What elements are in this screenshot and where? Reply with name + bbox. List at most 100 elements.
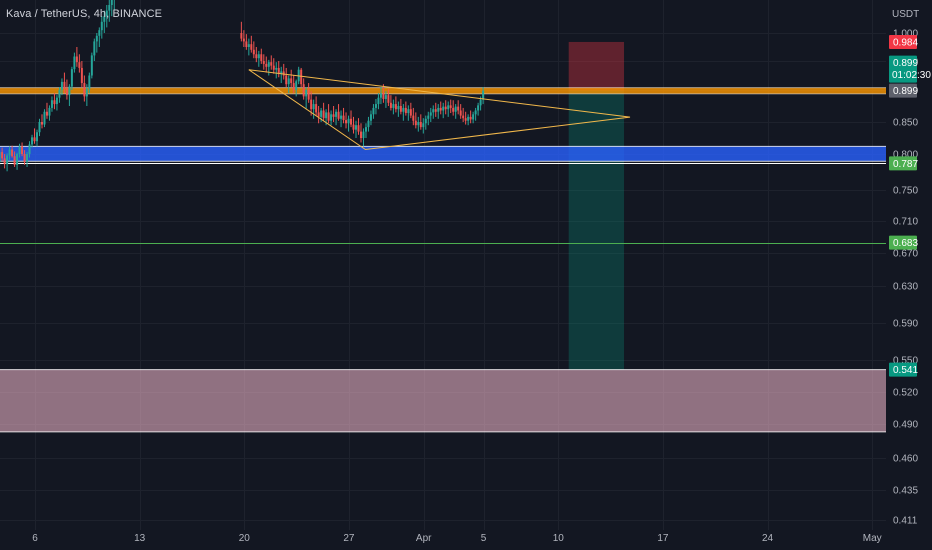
candle <box>90 52 93 79</box>
candle <box>275 62 278 79</box>
candle <box>412 107 415 126</box>
candle <box>374 98 377 115</box>
candle-body <box>108 5 111 11</box>
candle-body <box>330 114 333 121</box>
candle <box>379 87 382 105</box>
candle <box>469 110 472 124</box>
candle <box>317 106 320 124</box>
triangle-pattern <box>248 69 631 151</box>
y-tick-label: 0.550 <box>893 356 918 367</box>
price-tag: 0.787 <box>889 156 918 171</box>
candle <box>290 69 293 88</box>
candle-body <box>21 146 24 154</box>
price-tag-box <box>889 235 917 250</box>
candle <box>397 101 400 117</box>
candle <box>292 75 295 94</box>
price-tag-label: 0.899 <box>893 58 918 69</box>
candle <box>350 110 353 128</box>
candle <box>434 102 437 117</box>
candle <box>394 96 397 113</box>
candle <box>240 21 243 42</box>
candle <box>95 33 98 53</box>
candle <box>83 75 86 102</box>
candle <box>45 102 48 119</box>
candle <box>0 150 1 166</box>
candle-body <box>345 120 348 124</box>
candle-body <box>369 114 372 121</box>
x-tick-label: 6 <box>32 533 38 544</box>
candle-body <box>377 97 380 105</box>
candle-body <box>472 114 475 120</box>
candle-body <box>474 110 477 115</box>
candle <box>40 114 43 129</box>
candle <box>352 116 355 134</box>
candle-body <box>285 75 288 85</box>
candle <box>337 104 340 121</box>
candle <box>389 95 392 111</box>
candle <box>23 150 26 165</box>
candle <box>282 63 285 80</box>
candle <box>449 99 452 114</box>
candle-body <box>412 115 415 121</box>
price-tag: 0.899 <box>889 83 918 98</box>
candle <box>38 118 41 137</box>
candle-body <box>325 112 328 119</box>
candle <box>270 55 273 70</box>
candle <box>302 78 305 100</box>
candle-body <box>40 122 43 125</box>
candle-body <box>247 44 250 47</box>
candle-body <box>367 120 370 128</box>
candle-body <box>6 155 9 165</box>
candle-body <box>407 109 410 114</box>
candle-body <box>439 107 442 111</box>
candle <box>472 111 475 124</box>
candle <box>437 104 440 119</box>
candle <box>63 72 66 94</box>
candle-body <box>267 62 270 67</box>
candle <box>300 67 303 88</box>
candle-body <box>262 61 265 64</box>
candle <box>108 0 111 22</box>
y-tick-label: 0.750 <box>893 186 918 197</box>
candle <box>424 115 427 130</box>
candle <box>287 75 290 94</box>
candle <box>257 50 260 67</box>
candle-body <box>327 112 330 121</box>
candle-body <box>362 131 365 138</box>
candle <box>255 47 258 63</box>
candle <box>1 147 4 162</box>
take-profit-zone <box>568 90 625 370</box>
price-tag-label: 0.984 <box>893 37 918 48</box>
candle-body <box>424 118 427 124</box>
stop-loss-zone <box>568 41 625 91</box>
candle-body <box>409 109 412 116</box>
candle-body <box>36 132 39 142</box>
candle <box>13 151 16 167</box>
candle <box>322 102 325 121</box>
candle-body <box>73 56 76 70</box>
candle-body <box>387 95 390 103</box>
candle <box>8 146 11 160</box>
candle <box>392 99 395 115</box>
candle-body <box>245 41 248 47</box>
candle-body <box>270 62 273 66</box>
candle <box>454 104 457 119</box>
candle-body <box>447 105 450 110</box>
candle <box>422 118 425 134</box>
candle <box>315 96 318 116</box>
candle-body <box>402 107 405 112</box>
candle <box>464 111 467 125</box>
candle <box>252 41 255 59</box>
symbol-title: Kava / TetherUS, 4h, BINANCE <box>6 8 163 20</box>
candle-body <box>417 122 420 126</box>
candle <box>462 107 465 122</box>
candle-body <box>275 67 278 70</box>
candle <box>247 38 250 56</box>
candle <box>310 91 313 116</box>
candle <box>332 106 335 122</box>
candle-body <box>404 107 407 114</box>
candle-body <box>432 109 435 113</box>
